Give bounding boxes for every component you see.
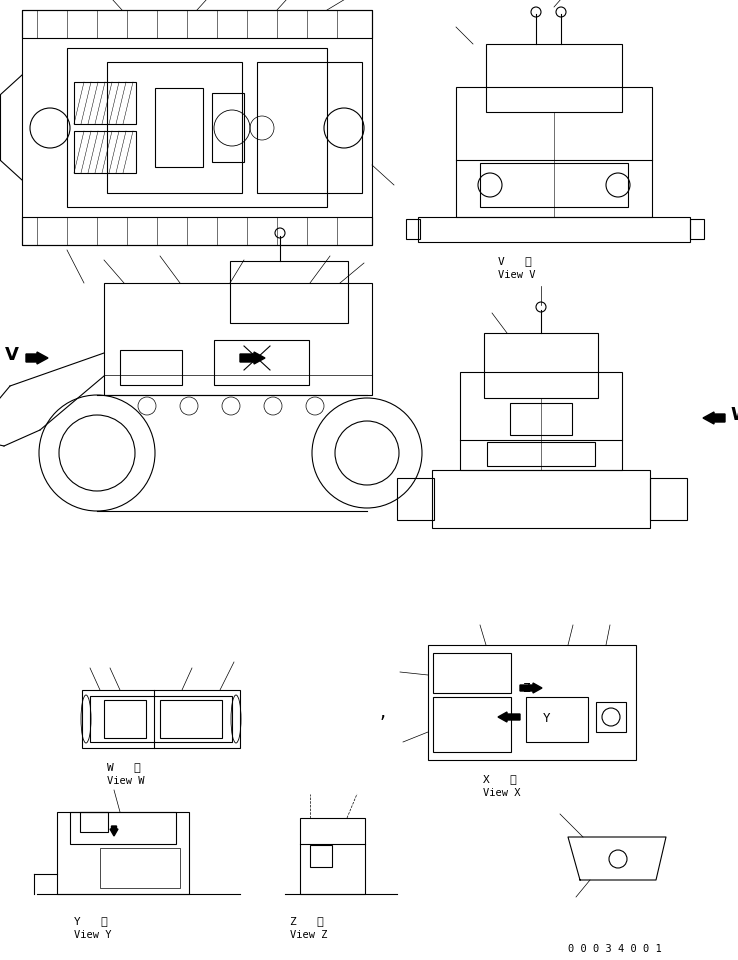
Bar (397, 478, 434, 520)
Text: View Z: View Z (290, 930, 328, 940)
Bar (74, 82, 136, 124)
Bar (526, 697, 588, 742)
Bar (480, 163, 628, 207)
Bar (104, 283, 372, 395)
Text: X   視: X 視 (483, 774, 517, 784)
Bar (22, 217, 372, 245)
Bar (120, 350, 182, 385)
Bar (486, 44, 622, 112)
FancyArrow shape (498, 712, 520, 722)
Bar (418, 217, 690, 242)
Text: W   視: W 視 (107, 762, 141, 772)
Bar (690, 219, 704, 239)
Text: 0 0 0 3 4 0 0 1: 0 0 0 3 4 0 0 1 (568, 944, 662, 954)
FancyArrow shape (240, 352, 265, 364)
Bar (107, 62, 242, 193)
Bar (257, 62, 362, 193)
Bar (433, 653, 511, 693)
FancyArrow shape (520, 683, 542, 693)
Text: View X: View X (483, 788, 520, 798)
Text: W: W (730, 406, 738, 424)
Text: View V: View V (498, 270, 536, 280)
FancyArrow shape (110, 826, 118, 836)
Bar (104, 700, 146, 738)
Text: View Y: View Y (74, 930, 111, 940)
FancyArrow shape (703, 412, 725, 424)
Bar (230, 261, 348, 323)
Bar (57, 812, 189, 894)
Bar (82, 690, 240, 748)
Bar (67, 48, 327, 207)
Text: Z: Z (523, 682, 531, 695)
Bar (484, 333, 598, 398)
Bar (650, 478, 687, 520)
Bar (100, 848, 180, 888)
Text: V   視: V 視 (498, 256, 532, 266)
Text: Y: Y (543, 712, 551, 725)
Text: ,: , (380, 703, 386, 722)
Bar (214, 340, 309, 385)
Bar (510, 403, 572, 435)
Bar (160, 700, 222, 738)
Bar (22, 10, 372, 38)
Bar (90, 696, 232, 742)
Bar (212, 93, 244, 162)
Bar (428, 645, 636, 760)
Bar (300, 818, 365, 894)
Bar (487, 442, 595, 466)
Bar (596, 702, 626, 732)
Bar (80, 812, 108, 832)
Bar (432, 470, 650, 528)
Text: Z   視: Z 視 (290, 916, 324, 926)
Bar (433, 697, 511, 752)
Text: V: V (5, 346, 19, 364)
Bar (456, 87, 652, 217)
Bar (70, 812, 176, 844)
Bar (155, 88, 203, 167)
Bar (22, 10, 372, 245)
Bar (310, 845, 332, 867)
Bar (74, 131, 136, 173)
Bar (460, 372, 622, 470)
FancyArrow shape (26, 352, 48, 364)
Bar (406, 219, 420, 239)
Text: Y   視: Y 視 (74, 916, 108, 926)
Text: View W: View W (107, 776, 145, 786)
